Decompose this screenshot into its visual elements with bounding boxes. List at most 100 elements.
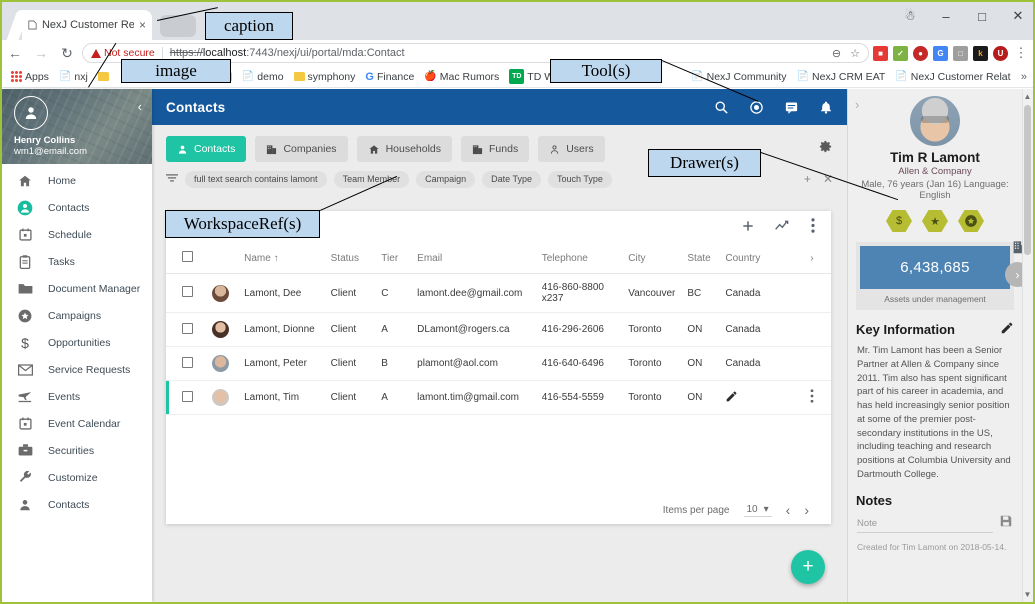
add-contact-fab[interactable]: + [791,550,825,584]
dollar-badge-icon[interactable]: $ [886,210,912,232]
column-header-name[interactable]: Name ↑ [244,245,331,274]
row-checkbox[interactable] [182,322,193,334]
overflow-icon[interactable] [810,389,814,403]
tab-close-icon[interactable]: × [138,18,146,32]
tab-contacts[interactable]: Contacts [166,136,247,162]
building-icon[interactable] [1013,240,1022,259]
next-page-button[interactable]: › [804,502,809,518]
overflow-icon[interactable] [811,218,815,238]
sidebar-item-customize[interactable]: Customize [2,464,152,491]
bookmark-symphony[interactable]: symphony [291,71,359,83]
filter-chip-campaign[interactable]: Campaign [416,170,476,188]
table-row[interactable]: Lamont, Peter Client B plamont@aol.com 4… [166,346,831,381]
sidebar-item-opportunities[interactable]: $ Opportunities [2,329,152,356]
tab-households[interactable]: Households [356,136,453,162]
row-checkbox-cell[interactable] [166,273,213,313]
add-icon[interactable] [741,219,755,238]
cell-actions[interactable] [792,273,831,313]
drawer-collapse-icon[interactable]: › [855,97,860,112]
row-checkbox[interactable] [182,356,193,368]
browser-tab[interactable]: NexJ Customer Relations × [22,10,152,40]
profile-icon[interactable]: ☃ [904,8,916,23]
star-circle-badge-icon[interactable] [958,210,984,232]
bookmark-macrumors[interactable]: 🍎 Mac Rumors [421,71,502,83]
column-expand-header[interactable]: › [792,245,831,274]
sidebar-item-document-manager[interactable]: Document Manager [2,275,152,302]
select-all-header[interactable] [166,245,213,274]
bookmark-finance[interactable]: G Finance [362,71,417,83]
table-row[interactable]: Lamont, Dee Client C lamont.dee@gmail.co… [166,273,831,313]
scrollbar-thumb[interactable] [1024,105,1031,255]
minimize-button[interactable]: – [942,8,950,24]
column-header-country[interactable]: Country [725,245,793,274]
filter-chip-team-member[interactable]: Team Member [333,170,410,188]
maximize-button[interactable]: □ [978,8,986,24]
column-header-city[interactable]: City [628,245,688,274]
close-window-button[interactable]: ✕ [1012,8,1024,23]
bell-icon[interactable] [819,100,833,115]
filter-chip-date-type[interactable]: Date Type [482,170,541,188]
column-header-status[interactable]: Status [330,245,382,274]
avatar[interactable] [14,96,48,130]
row-checkbox[interactable] [182,286,193,297]
filter-chip-touch-type[interactable]: Touch Type [547,170,612,188]
aum-value[interactable]: 6,438,685 [860,246,1010,289]
scroll-down-icon[interactable]: ▼ [1023,590,1032,599]
scroll-up-icon[interactable]: ▲ [1023,92,1032,101]
row-checkbox-cell[interactable] [166,346,213,381]
sidebar-item-schedule[interactable]: Schedule [2,221,152,248]
filter-icon[interactable] [166,170,178,188]
chat-icon[interactable] [784,100,799,115]
tab-users[interactable]: Users [538,136,605,162]
table-row[interactable]: Lamont, Tim Client A lamont.tim@gmail.co… [166,380,831,415]
row-checkbox[interactable] [182,390,193,402]
star-badge-icon[interactable]: ★ [922,210,948,232]
bookmark-demo[interactable]: 📄 demo [239,71,287,83]
row-edit-cell[interactable] [725,380,793,415]
zoom-icon[interactable]: ⊖ [831,47,842,60]
sidebar-item-contacts[interactable]: Contacts [2,194,152,221]
extension-icon-shield[interactable]: U [993,45,1008,61]
extension-icon-green[interactable]: ✓ [893,45,908,61]
reload-button[interactable]: ↻ [61,44,73,61]
save-icon[interactable] [999,514,1013,533]
cell-actions[interactable] [792,346,831,381]
address-bar[interactable]: Not secure https://localhost:7443/nexj/u… [82,43,869,63]
back-button[interactable]: ← [8,45,22,61]
clear-filter-icon[interactable]: ✕ [822,172,833,186]
bookmark-nexj-crm-eat[interactable]: 📄 NexJ CRM EAT [794,71,889,83]
extension-icon-grey[interactable]: □ [953,45,968,61]
bookmark-star-icon[interactable]: ☆ [850,47,860,60]
items-per-page-select[interactable]: 10 ▾ [743,504,772,517]
extension-icon-blue[interactable]: G [933,45,948,61]
cell-actions[interactable] [792,312,831,347]
extension-icon-adblock[interactable]: ● [913,45,928,61]
column-header-email[interactable]: Email [417,245,542,274]
sidebar-collapse-icon[interactable]: ‹ [137,99,142,114]
add-filter-icon[interactable]: + [803,172,811,186]
not-secure-indicator[interactable]: Not secure [91,47,155,59]
contact-photo[interactable] [910,96,960,146]
sidebar-item-tasks[interactable]: Tasks [2,248,152,275]
column-header-state[interactable]: State [687,245,726,274]
row-overflow-cell[interactable] [792,380,831,415]
drawer-next-button[interactable]: › [1005,262,1022,287]
column-header-telephone[interactable]: Telephone [541,245,629,274]
bookmark-folder-1[interactable] [95,72,112,81]
forward-button[interactable]: → [34,45,48,61]
trend-icon[interactable] [775,219,791,238]
filter-chip-fulltext[interactable]: full text search contains lamont [185,170,327,188]
column-header-tier[interactable]: Tier [381,245,418,274]
new-tab-button[interactable] [160,15,196,37]
bookmarks-overflow-icon[interactable]: » [1020,70,1027,83]
drawer-scrollbar[interactable]: ▲ ▼ [1022,89,1033,602]
extension-icon-black[interactable]: k [973,45,988,61]
bookmark-nexj-community[interactable]: 📄 NexJ Community [688,71,789,83]
sidebar-item-campaigns[interactable]: Campaigns [2,302,152,329]
row-checkbox-cell[interactable] [166,312,213,347]
sidebar-item-events[interactable]: Events [2,383,152,410]
table-row[interactable]: Lamont, Dionne Client A DLamont@rogers.c… [166,312,831,347]
search-icon[interactable] [714,100,729,115]
gear-icon[interactable] [818,139,833,159]
bookmark-nxj[interactable]: 📄 nxj [56,71,91,83]
